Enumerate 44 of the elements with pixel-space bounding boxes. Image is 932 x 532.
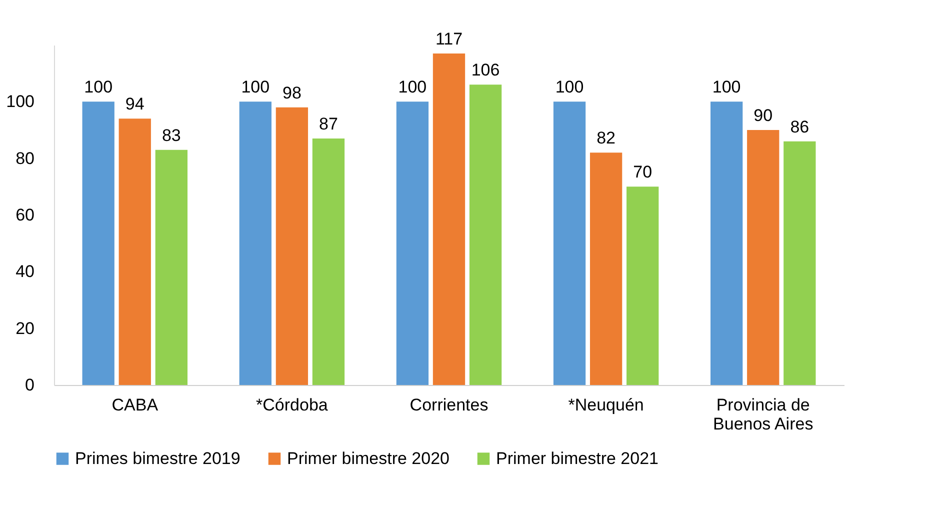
data-label: 82 <box>596 128 616 148</box>
bar <box>626 186 659 385</box>
data-label: 94 <box>125 94 144 114</box>
bar <box>747 130 780 385</box>
bar <box>432 54 466 385</box>
data-label: 98 <box>282 83 302 102</box>
bar <box>118 118 151 385</box>
data-label: 70 <box>633 162 652 182</box>
y-tick-label: 0 <box>25 376 34 394</box>
x-tick-label: Provincia de Buenos Aires <box>713 396 814 434</box>
data-label: 106 <box>471 60 500 80</box>
x-tick-label: *Neuquén <box>568 396 644 414</box>
bar <box>312 138 345 385</box>
data-label: 100 <box>398 78 427 97</box>
data-label: 86 <box>790 117 810 136</box>
data-label: 83 <box>162 126 181 145</box>
y-tick-label: 60 <box>16 206 34 224</box>
bar <box>396 102 429 385</box>
data-label: 100 <box>84 78 113 97</box>
data-label: 100 <box>712 78 741 97</box>
legend-label: Primer bimestre 2021 <box>496 448 659 468</box>
bar <box>590 152 622 385</box>
data-label: 87 <box>319 114 338 134</box>
bar <box>239 102 272 385</box>
bar <box>710 102 743 385</box>
bar <box>469 84 502 385</box>
x-tick-label: CABA <box>112 396 159 414</box>
bar <box>82 102 114 385</box>
bar <box>155 150 188 385</box>
x-tick-label: Corrientes <box>410 396 488 414</box>
bar <box>553 102 586 385</box>
legend-label: Primer bimestre 2020 <box>287 448 450 468</box>
y-tick-label: 80 <box>16 148 34 168</box>
data-label: 90 <box>754 106 773 125</box>
bar <box>784 141 816 385</box>
data-label: 117 <box>435 30 463 48</box>
data-label: 100 <box>241 78 270 97</box>
legend-label: Primes bimestre 2019 <box>75 448 240 468</box>
y-tick-label: 20 <box>16 318 34 338</box>
y-tick-label: 40 <box>16 262 34 282</box>
x-tick-label: *Córdoba <box>256 396 328 414</box>
y-tick-label: 100 <box>6 92 34 112</box>
bar <box>276 107 308 385</box>
data-label: 100 <box>555 78 584 97</box>
